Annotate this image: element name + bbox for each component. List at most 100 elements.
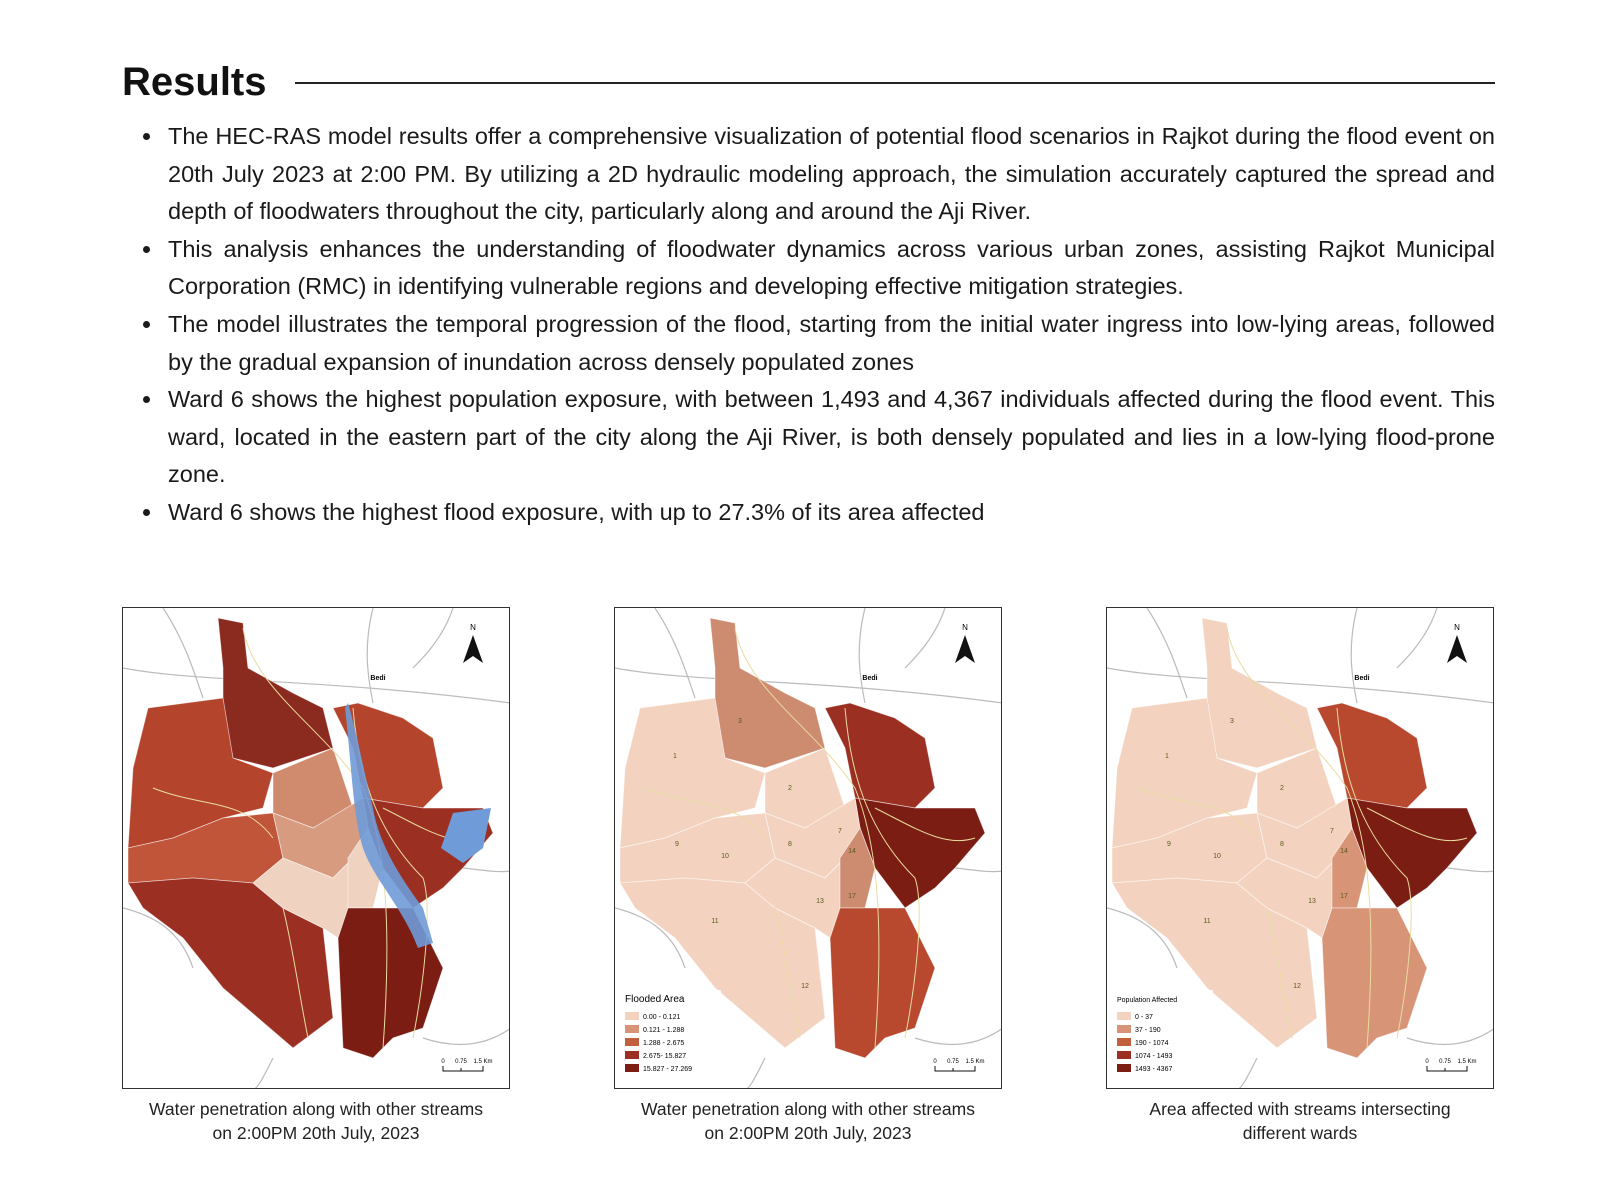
north-label: N — [470, 623, 476, 632]
road — [1238, 1057, 1258, 1088]
legend-swatch — [625, 1038, 639, 1046]
ward-label: 10 — [1213, 853, 1221, 860]
ward-label: 3 — [1230, 718, 1234, 725]
scale-label: 1.5 Km — [1457, 1059, 1476, 1065]
ward — [127, 877, 334, 1049]
road — [746, 1057, 766, 1088]
ward-label: 17 — [1340, 893, 1348, 900]
scale-bar — [442, 1066, 484, 1072]
caption-line: Water penetration along with other strea… — [641, 1099, 975, 1119]
ward — [619, 877, 826, 1049]
ward — [824, 702, 936, 809]
ward — [1111, 877, 1318, 1049]
figure: N Bedi 0 0.75 1.5 Km 1 2 3 7 8 9 10 11 12 13 14 17 Popula… — [1106, 607, 1494, 1145]
ward-label: 11 — [1203, 918, 1210, 925]
road — [366, 608, 374, 704]
bullet-list: The HEC-RAS model results offer a compre… — [140, 118, 1495, 532]
road — [162, 608, 204, 699]
stream — [774, 907, 801, 1039]
ward-label: 7 — [838, 828, 842, 835]
ward — [839, 827, 876, 909]
legend-swatch — [625, 1025, 639, 1033]
ward-label: 2 — [1280, 785, 1284, 792]
stream — [282, 907, 309, 1039]
road — [254, 1057, 274, 1088]
figure-caption: Area affected with streams intersecting d… — [1106, 1097, 1494, 1145]
legend-swatch — [1117, 1012, 1131, 1020]
legend-swatch — [1117, 1064, 1131, 1072]
legend-swatch — [1117, 1051, 1131, 1059]
figure-caption: Water penetration along with other strea… — [614, 1097, 1002, 1145]
road — [1446, 867, 1493, 873]
north-arrow — [955, 635, 975, 663]
ward-label: 9 — [1167, 841, 1171, 848]
north-arrow — [1447, 635, 1467, 663]
stream — [874, 807, 976, 842]
legend-title: Flooded Area — [625, 994, 685, 1005]
ward-label: 14 — [1340, 848, 1348, 855]
ward-label: 9 — [675, 841, 679, 848]
legend-label: 0.121 - 1.288 — [643, 1027, 684, 1034]
caption-line: different wards — [1242, 1123, 1358, 1143]
caption-line: Water penetration along with other strea… — [149, 1099, 483, 1119]
scale-label: 1.5 Km — [965, 1059, 984, 1065]
map: N Bedi 0 0.75 1.5 Km — [122, 607, 510, 1089]
ward-label: 8 — [1280, 841, 1284, 848]
scale-bar — [1426, 1066, 1468, 1072]
scale-label: 0 — [441, 1059, 445, 1065]
legend-label: 15.827 - 27.269 — [643, 1066, 692, 1073]
road — [123, 667, 509, 704]
stream — [152, 787, 274, 839]
stream — [644, 787, 766, 839]
north-label: N — [962, 623, 968, 632]
legend-label: 0.00 - 0.121 — [643, 1014, 680, 1021]
road — [462, 867, 509, 873]
stream — [1226, 627, 1372, 1049]
title-rule — [295, 82, 1495, 84]
scale-label: 0.75 — [455, 1059, 467, 1065]
ward-label: 12 — [801, 983, 809, 990]
road — [1350, 608, 1358, 704]
north-arrow — [463, 635, 483, 663]
ward-label: 13 — [1308, 898, 1316, 905]
road — [1107, 907, 1178, 969]
stream — [734, 627, 880, 1049]
road — [615, 667, 1001, 704]
scale-label: 0 — [1425, 1059, 1429, 1065]
stream — [1336, 707, 1412, 1039]
road — [412, 608, 454, 669]
scale-label: 0 — [933, 1059, 937, 1065]
stream — [844, 707, 920, 1039]
road — [123, 907, 194, 969]
road — [615, 907, 686, 969]
ward-label: 1 — [673, 753, 677, 760]
caption-line: on 2:00PM 20th July, 2023 — [212, 1123, 420, 1143]
legend-swatch — [625, 1051, 639, 1059]
scale-bar — [934, 1066, 976, 1072]
bullet-item: This analysis enhances the understanding… — [164, 231, 1495, 306]
ward-label: 12 — [1293, 983, 1301, 990]
ward-label: 10 — [721, 853, 729, 860]
legend-label: 1.288 - 2.675 — [643, 1040, 684, 1047]
road — [914, 1028, 1001, 1046]
ward-label: 7 — [1330, 828, 1334, 835]
road — [1146, 608, 1188, 699]
road — [904, 608, 946, 669]
road — [954, 867, 1001, 873]
scale-label: 0.75 — [1439, 1059, 1451, 1065]
ward-label: 1 — [1165, 753, 1169, 760]
legend-label: 1493 - 4367 — [1135, 1066, 1172, 1073]
road — [654, 608, 696, 699]
legend-swatch — [625, 1064, 639, 1072]
road — [1406, 1028, 1493, 1046]
ward-label: 14 — [848, 848, 856, 855]
flood-extent — [345, 703, 433, 948]
caption-line: Area affected with streams intersecting — [1149, 1099, 1451, 1119]
place-label: Bedi — [370, 675, 385, 682]
ward-label: 2 — [788, 785, 792, 792]
figure-caption: Water penetration along with other strea… — [122, 1097, 510, 1145]
road — [1107, 667, 1493, 704]
stream — [1266, 907, 1293, 1039]
